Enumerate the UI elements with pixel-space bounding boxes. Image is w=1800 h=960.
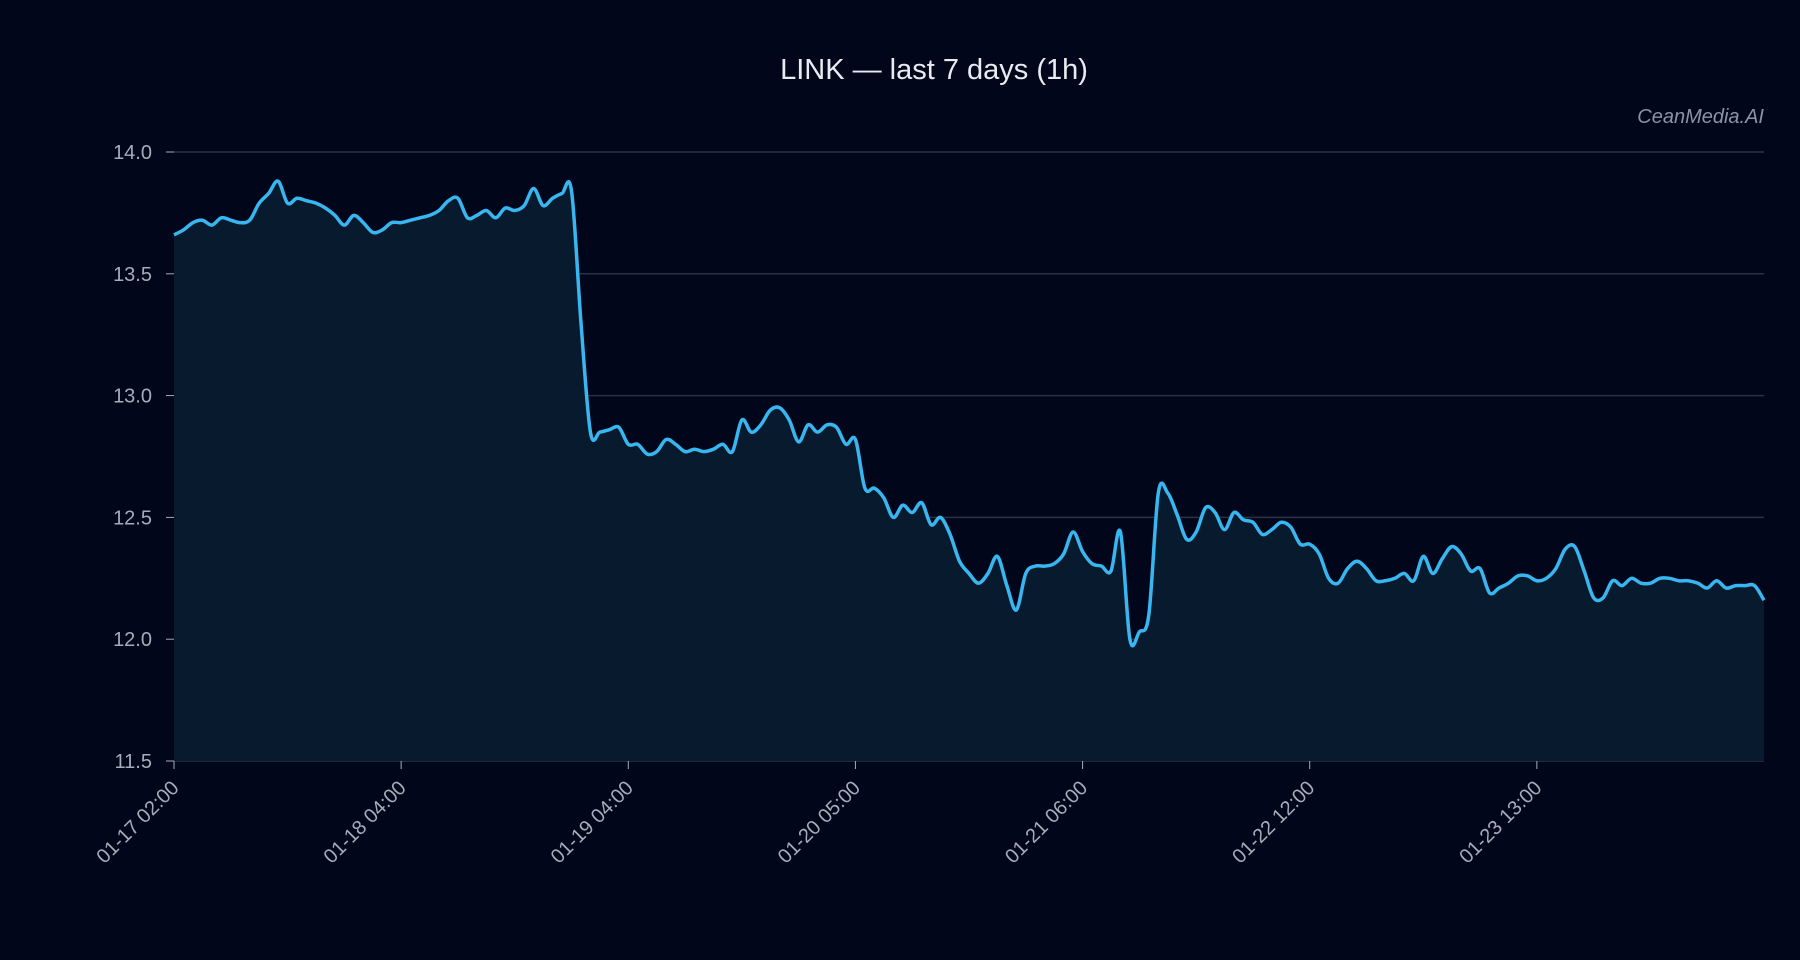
watermark: CeanMedia.AI <box>1637 106 1764 128</box>
y-tick-label: 11.5 <box>115 751 152 773</box>
y-tick-label: 12.5 <box>113 507 152 529</box>
x-tick-label: 01-18 04:00 <box>320 777 411 868</box>
price-area-fill <box>174 181 1764 761</box>
price-line <box>173 179 1766 648</box>
y-tick-label: 12.0 <box>113 629 152 651</box>
chart-title: LINK — last 7 days (1h) <box>780 54 1088 86</box>
y-tick-label: 13.5 <box>113 264 152 286</box>
x-tick-label: 01-19 04:00 <box>547 777 638 868</box>
y-axis: 11.5 12.0 12.5 13.0 13.5 14.0 <box>113 142 174 773</box>
x-axis: 01-17 02:00 01-18 04:00 01-19 04:00 01-20 0… <box>92 761 1546 868</box>
x-tick-label: 01-22 12:00 <box>1228 777 1319 868</box>
y-tick-label: 14.0 <box>113 142 152 164</box>
y-tick-label: 13.0 <box>113 386 152 408</box>
x-tick-label: 01-20 05:00 <box>774 777 865 868</box>
x-tick-label: 01-21 06:00 <box>1001 777 1092 868</box>
x-tick-label: 01-17 02:00 <box>92 777 183 868</box>
x-tick-label: 01-23 13:00 <box>1455 777 1546 868</box>
